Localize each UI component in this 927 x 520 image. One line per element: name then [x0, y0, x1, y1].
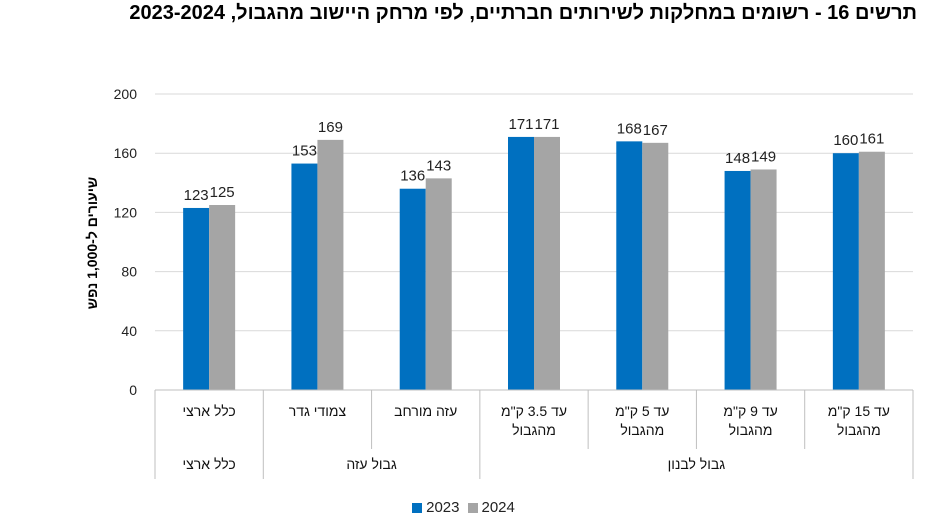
bar-2024: [317, 139, 344, 390]
data-label: 153: [292, 143, 317, 160]
data-label: 168: [617, 120, 642, 137]
y-tick-label: 80: [121, 264, 137, 280]
data-label: 136: [400, 168, 425, 185]
bar-2024: [642, 142, 669, 390]
data-label: 161: [859, 131, 884, 148]
legend-swatch: [412, 502, 423, 513]
legend-swatch: [467, 502, 478, 513]
category-label: צמודי גדר: [289, 403, 347, 419]
category-label: כלל ארצי: [183, 403, 236, 419]
y-tick-label: 120: [114, 204, 138, 220]
legend-item-2024: 2024: [467, 499, 515, 516]
group-label: גבול עזה: [346, 456, 397, 472]
y-tick-label: 200: [114, 86, 138, 102]
bar-2023: [616, 141, 643, 390]
legend-label: 2024: [481, 499, 515, 516]
category-label: עד 5 ק"מ: [615, 403, 669, 419]
y-tick-label: 0: [129, 382, 137, 398]
category-label: מהגבול: [512, 422, 556, 438]
bar-2023: [508, 136, 534, 390]
data-label: 171: [534, 116, 559, 133]
category-label: עד 9 ק"מ: [723, 403, 777, 419]
category-label: מהגבול: [729, 422, 773, 438]
y-tick-label: 160: [114, 145, 138, 161]
bar-2023: [291, 163, 318, 390]
data-label: 148: [725, 150, 750, 167]
data-label: 171: [508, 116, 533, 133]
data-label: 143: [426, 157, 451, 174]
chart-title: תרשים 16 - רשומים במחלקות לשירותים חברתי…: [129, 2, 917, 24]
x-axis: כלל ארצי צמודי גדר עזה מורחב עד 3.5 ק"מ מהגב…: [154, 389, 914, 479]
category-label: עזה מורחב: [394, 403, 457, 419]
data-label: 160: [833, 132, 858, 149]
category-label: עד 3.5 ק"מ: [501, 403, 567, 419]
group-label: גבול לבנון: [668, 456, 726, 472]
bars: [183, 136, 885, 390]
group-label: כלל ארצי: [183, 456, 236, 472]
bar-2024: [750, 169, 777, 390]
data-labels: 123 153 136 171 168 148 160 125 169 143 171 167 149 1…: [184, 116, 885, 204]
category-label: עד 15 ק"מ: [828, 403, 890, 419]
bar-2024: [209, 205, 236, 390]
bar-2024: [425, 178, 452, 390]
category-label: מהגבול: [837, 422, 881, 438]
data-label: 123: [184, 187, 209, 204]
legend: 2023 2024: [0, 499, 927, 517]
bar-2023: [183, 207, 210, 390]
y-axis-ticks: 0 40 80 120 160 200: [114, 86, 138, 398]
legend-label: 2023: [426, 499, 460, 516]
data-label: 167: [643, 122, 668, 139]
bar-2023: [399, 188, 426, 390]
data-label: 125: [210, 184, 235, 201]
bar-2024: [858, 151, 885, 390]
bar-2023: [724, 170, 751, 390]
legend-item-2023: 2023: [412, 499, 460, 516]
data-label: 169: [318, 119, 343, 136]
y-tick-label: 40: [121, 323, 137, 339]
bar-2024: [534, 136, 560, 390]
category-label: מהגבול: [620, 422, 664, 438]
y-axis-label: שיעורים ל-1,000 נפש: [84, 177, 100, 309]
bar-2023: [832, 153, 859, 390]
data-label: 149: [751, 148, 776, 165]
